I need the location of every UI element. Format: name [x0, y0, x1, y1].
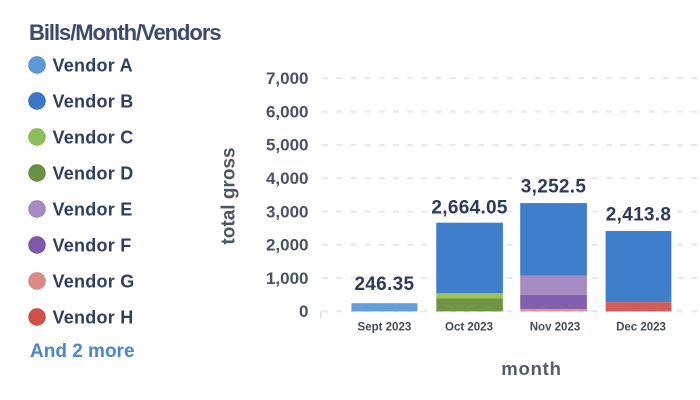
svg-text:2,000: 2,000: [266, 236, 309, 255]
svg-text:Vendor D: Vendor D: [53, 164, 134, 184]
svg-text:3,000: 3,000: [266, 202, 309, 221]
svg-text:Vendor A: Vendor A: [53, 56, 133, 76]
svg-text:7,000: 7,000: [266, 69, 309, 88]
svg-text:month: month: [501, 358, 562, 379]
svg-text:total gross: total gross: [219, 147, 240, 244]
svg-text:Vendor E: Vendor E: [53, 200, 133, 220]
svg-text:Vendor F: Vendor F: [53, 236, 132, 256]
svg-text:6,000: 6,000: [266, 102, 309, 121]
svg-text:5,000: 5,000: [266, 136, 309, 155]
svg-text:Vendor C: Vendor C: [53, 128, 134, 148]
svg-text:Nov 2023: Nov 2023: [530, 322, 581, 334]
svg-text:Oct 2023: Oct 2023: [445, 322, 493, 334]
svg-text:3,252.5: 3,252.5: [521, 177, 587, 198]
svg-text:Sept 2023: Sept 2023: [358, 322, 412, 334]
svg-text:Vendor B: Vendor B: [53, 92, 134, 112]
svg-text:246.35: 246.35: [354, 274, 414, 295]
svg-text:0: 0: [299, 302, 308, 321]
svg-text:Vendor H: Vendor H: [53, 308, 134, 328]
svg-text:2,413.8: 2,413.8: [606, 205, 672, 226]
svg-text:And 2 more: And 2 more: [30, 341, 135, 362]
svg-text:Bills/Month/Vendors: Bills/Month/Vendors: [29, 20, 221, 45]
svg-text:Vendor G: Vendor G: [53, 272, 135, 292]
svg-text:4,000: 4,000: [266, 169, 309, 188]
svg-text:2,664.05: 2,664.05: [431, 197, 507, 218]
svg-text:1,000: 1,000: [266, 269, 309, 288]
svg-text:Dec 2023: Dec 2023: [616, 322, 666, 334]
